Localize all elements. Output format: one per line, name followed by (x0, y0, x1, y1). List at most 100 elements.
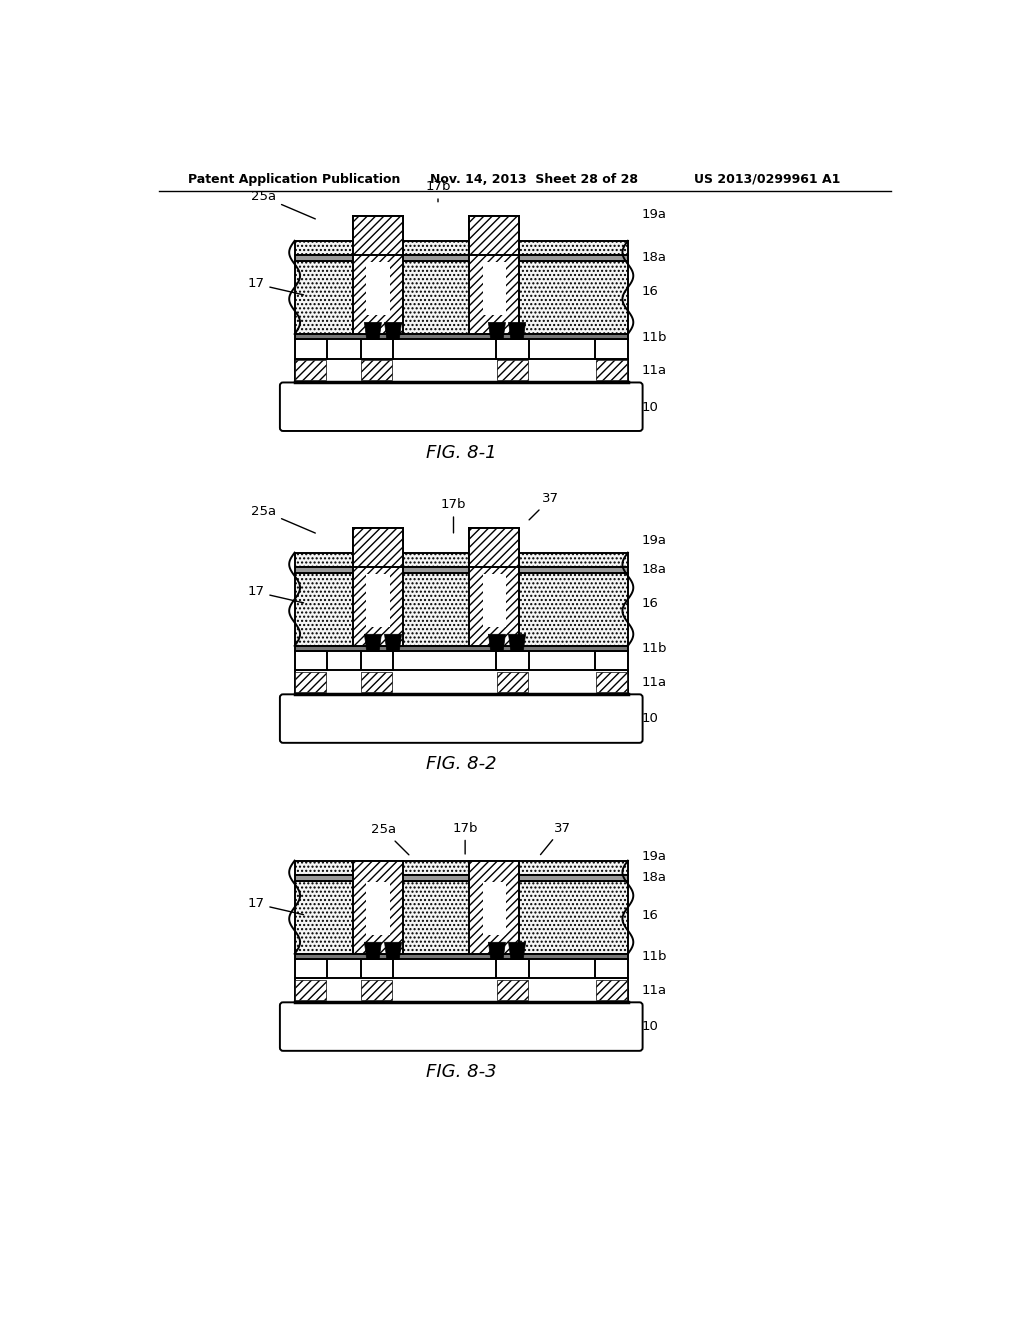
Bar (295, 261, 628, 334)
Bar (295, 880, 628, 954)
Text: 19a: 19a (642, 533, 667, 546)
Text: 17: 17 (248, 585, 303, 603)
Bar (497, 360, 528, 380)
Text: Nov. 14, 2013  Sheet 28 of 28: Nov. 14, 2013 Sheet 28 of 28 (430, 173, 638, 186)
Text: 37: 37 (529, 492, 559, 520)
Polygon shape (365, 942, 381, 960)
Bar (367, 574, 389, 627)
Bar (295, 255, 628, 261)
Bar (295, 645, 628, 651)
Text: 25a: 25a (251, 190, 315, 219)
Text: 37: 37 (541, 822, 570, 854)
Bar (295, 573, 628, 645)
Bar (361, 672, 392, 692)
Text: FIG. 8-2: FIG. 8-2 (426, 755, 497, 774)
Text: 11b: 11b (642, 950, 668, 964)
Bar (352, 216, 403, 255)
Bar (469, 861, 519, 954)
Polygon shape (385, 322, 401, 339)
Bar (469, 528, 519, 645)
FancyBboxPatch shape (280, 1002, 643, 1051)
FancyBboxPatch shape (280, 694, 643, 743)
Bar (295, 339, 328, 359)
Bar (361, 360, 392, 380)
Bar (295, 861, 628, 875)
Bar (295, 978, 628, 1002)
Bar (497, 672, 528, 692)
Text: 18a: 18a (642, 251, 667, 264)
Text: 16: 16 (642, 597, 658, 610)
Text: 16: 16 (642, 908, 658, 921)
Bar (596, 360, 627, 380)
Polygon shape (509, 942, 525, 960)
Text: 18a: 18a (642, 564, 667, 576)
Bar (295, 359, 628, 381)
Text: 11b: 11b (642, 643, 668, 656)
Text: 10: 10 (642, 1020, 658, 1034)
Bar (352, 216, 403, 334)
Bar (295, 979, 327, 1001)
Text: 17b: 17b (453, 822, 478, 854)
Polygon shape (509, 635, 525, 651)
Bar (469, 528, 519, 566)
Bar (360, 339, 393, 359)
Text: 25a: 25a (371, 824, 409, 855)
Bar (496, 339, 528, 359)
Bar (596, 672, 627, 692)
Bar (367, 263, 389, 314)
Bar (295, 960, 328, 978)
Text: 17: 17 (248, 277, 303, 294)
Bar (352, 861, 403, 954)
Text: 10: 10 (642, 400, 658, 413)
Text: 16: 16 (642, 285, 658, 298)
Bar (295, 334, 628, 339)
Bar (295, 566, 628, 573)
Polygon shape (488, 942, 506, 960)
Bar (496, 651, 528, 671)
Polygon shape (488, 322, 506, 339)
Bar (360, 960, 393, 978)
Bar (295, 360, 327, 380)
Bar (352, 528, 403, 645)
Text: 17: 17 (248, 898, 303, 915)
Text: 19a: 19a (642, 209, 667, 222)
Bar (295, 553, 628, 566)
Bar (482, 574, 506, 627)
Bar (295, 240, 628, 255)
Polygon shape (385, 942, 401, 960)
Bar (295, 671, 628, 693)
Bar (361, 979, 392, 1001)
Bar (482, 263, 506, 314)
Bar (295, 651, 328, 671)
Polygon shape (488, 635, 506, 651)
Text: 19a: 19a (642, 850, 667, 862)
Bar (595, 651, 628, 671)
Text: FIG. 8-3: FIG. 8-3 (426, 1064, 497, 1081)
FancyBboxPatch shape (280, 383, 643, 430)
Bar (469, 216, 519, 255)
Polygon shape (365, 322, 381, 339)
Text: 11a: 11a (642, 676, 667, 689)
Polygon shape (365, 635, 381, 651)
Bar (482, 882, 506, 935)
Bar (367, 882, 389, 935)
Bar (295, 874, 628, 880)
Bar (352, 528, 403, 566)
Bar (596, 979, 627, 1001)
Bar (497, 979, 528, 1001)
Text: 18a: 18a (642, 871, 667, 884)
Bar (595, 960, 628, 978)
Polygon shape (385, 635, 401, 651)
Polygon shape (509, 322, 525, 339)
Text: US 2013/0299961 A1: US 2013/0299961 A1 (693, 173, 840, 186)
Bar (295, 672, 327, 692)
Text: 17b: 17b (425, 181, 451, 202)
Bar (595, 339, 628, 359)
Bar (360, 651, 393, 671)
Text: Patent Application Publication: Patent Application Publication (188, 173, 400, 186)
Bar (496, 960, 528, 978)
Text: FIG. 8-1: FIG. 8-1 (426, 444, 497, 462)
Bar (469, 216, 519, 334)
Bar (295, 954, 628, 960)
Text: 10: 10 (642, 713, 658, 726)
